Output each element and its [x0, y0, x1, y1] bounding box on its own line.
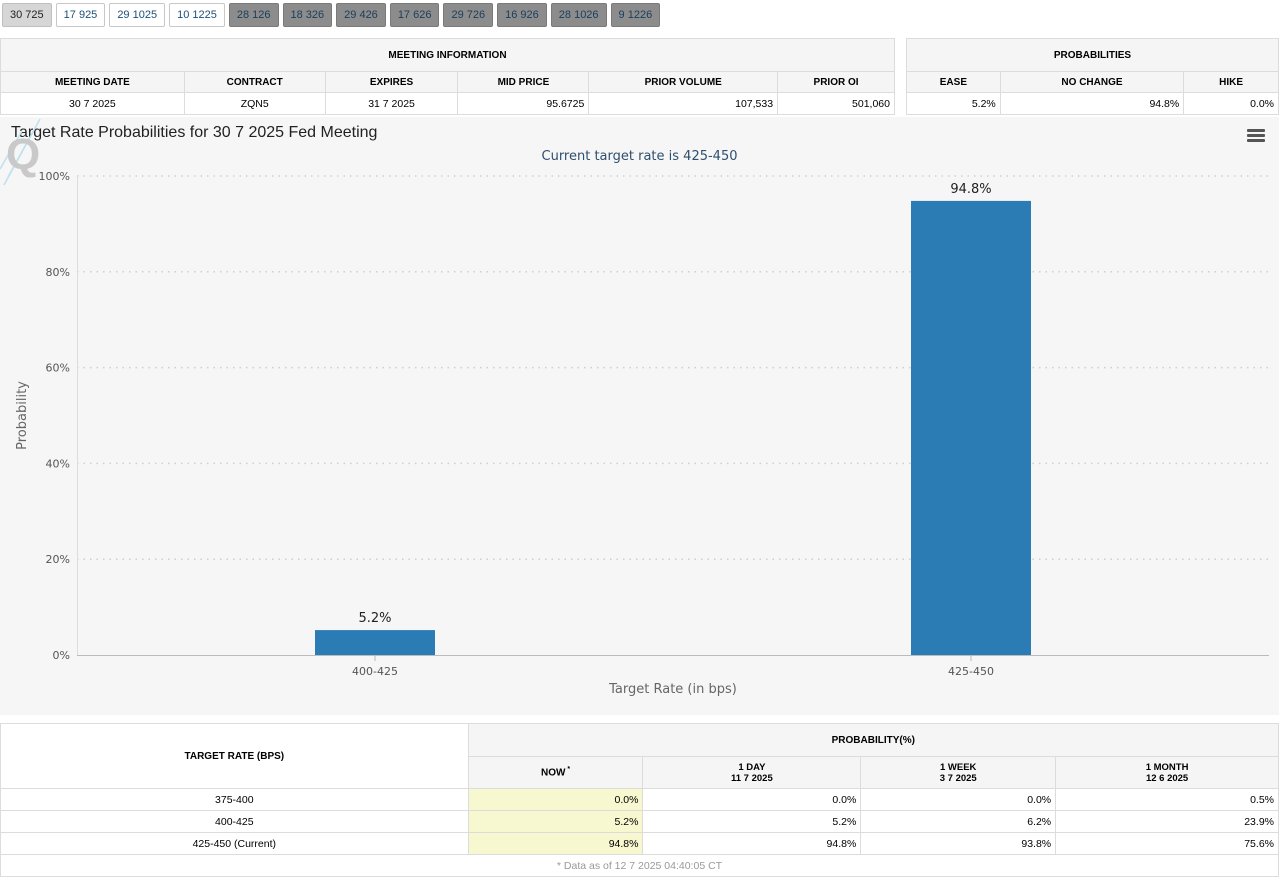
col-ease: EASE	[906, 71, 1001, 93]
chart-plot-area: 0% 20% 40% 60% 80% 100% 5.2% 400-425 94.8% 425-45…	[15, 170, 1269, 697]
col-prior-volume: PRIOR VOLUME	[588, 71, 779, 93]
meeting-date-tab[interactable]: 18 326	[282, 3, 333, 27]
meeting-date-tab[interactable]: 30 725	[2, 3, 52, 27]
col-no-change: NO CHANGE	[999, 71, 1185, 93]
table-row: 400-425 5.2% 5.2% 6.2% 23.9%	[0, 810, 1279, 833]
col-contract: CONTRACT	[183, 71, 326, 93]
x-axis-title: Target Rate (in bps)	[608, 682, 737, 697]
table-row: 375-400 0.0% 0.0% 0.0% 0.5%	[0, 788, 1279, 811]
x-tick-label: 425-450	[948, 665, 994, 678]
meeting-date-tabs: 30 725 17 925 29 1025 10 1225 28 126 18 326 29…	[2, 3, 661, 28]
probability-cell: 75.6%	[1055, 832, 1279, 855]
y-tick-label: 100%	[39, 170, 70, 183]
probability-cell: 0.0%	[860, 788, 1057, 811]
prior-oi-value: 501,060	[777, 92, 895, 115]
probability-cell: 5.2%	[642, 810, 862, 833]
col-1-week: 1 WEEK 3 7 2025	[860, 756, 1057, 789]
q-logo-watermark-icon: Q	[0, 118, 41, 186]
hike-value: 0.0%	[1183, 92, 1279, 115]
probabilities-table: PROBABILITIES EASE NO CHANGE HIKE 5.2% 9…	[906, 38, 1279, 115]
chart-subtitle: Current target rate is 425-450	[541, 149, 738, 164]
meeting-date-tab[interactable]: 17 626	[389, 3, 440, 27]
col-expires: EXPIRES	[324, 71, 459, 93]
col-prior-oi: PRIOR OI	[777, 71, 895, 93]
col-target-rate: TARGET RATE (BPS)	[0, 723, 469, 789]
meeting-information-table: MEETING INFORMATION MEETING DATE CONTRAC…	[0, 38, 895, 115]
y-tick-label: 0%	[53, 649, 70, 662]
probability-cell: 0.0%	[642, 788, 862, 811]
expires-value: 31 7 2025	[324, 92, 459, 115]
bar-data-label: 5.2%	[358, 611, 391, 626]
target-rate-chart: Target Rate Probabilities for 30 7 2025 …	[0, 117, 1279, 715]
meeting-date-tab[interactable]: 29 726	[443, 3, 494, 27]
no-change-value: 94.8%	[999, 92, 1185, 115]
target-rate-cell: 425-450 (Current)	[0, 832, 469, 855]
chart-menu-icon[interactable]	[1247, 129, 1265, 143]
y-tick-label: 20%	[46, 553, 70, 566]
meeting-date-value: 30 7 2025	[0, 92, 185, 115]
target-rate-probability-table: TARGET RATE (BPS) PROBABILITY(%) NOW * 1…	[0, 723, 1280, 877]
y-tick-label: 40%	[46, 457, 70, 470]
probability-cell: 94.8%	[642, 832, 862, 855]
col-probability: PROBABILITY(%)	[467, 723, 1280, 757]
meeting-date-tab[interactable]: 16 926	[497, 3, 547, 27]
x-tick-label: 400-425	[352, 665, 398, 678]
mid-price-value: 95.6725	[457, 92, 590, 115]
bar-data-label: 94.8%	[950, 182, 991, 197]
probability-cell: 93.8%	[860, 832, 1057, 855]
probability-cell: 5.2%	[467, 810, 644, 833]
bar	[911, 200, 1031, 655]
prior-volume-value: 107,533	[588, 92, 779, 115]
probability-cell: 0.5%	[1055, 788, 1279, 811]
meeting-date-tab[interactable]: 17 925	[55, 3, 106, 27]
table-row: 425-450 (Current) 94.8% 94.8% 93.8% 75.6%	[0, 832, 1279, 855]
col-1-day: 1 DAY 11 7 2025	[642, 756, 862, 789]
contract-value: ZQN5	[183, 92, 326, 115]
meeting-date-tab[interactable]: 29 426	[336, 3, 386, 27]
target-rate-cell: 400-425	[0, 810, 469, 833]
chart-title: Target Rate Probabilities for 30 7 2025 …	[11, 124, 378, 141]
col-mid-price: MID PRICE	[457, 71, 590, 93]
meeting-info-title: MEETING INFORMATION	[0, 38, 895, 72]
meeting-date-tab[interactable]: 29 1025	[109, 3, 166, 27]
ease-value: 5.2%	[906, 92, 1001, 115]
meeting-date-tab[interactable]: 28 1026	[550, 3, 607, 27]
probability-cell: 0.0%	[467, 788, 644, 811]
col-now: NOW *	[467, 756, 644, 789]
col-1-month: 1 MONTH 12 6 2025	[1055, 756, 1279, 789]
y-tick-label: 60%	[46, 362, 70, 375]
meeting-date-tab[interactable]: 10 1225	[169, 3, 225, 27]
probability-cell: 94.8%	[467, 832, 644, 855]
y-tick-label: 80%	[46, 266, 70, 279]
svg-text:Q: Q	[6, 130, 40, 179]
bar	[315, 630, 435, 655]
probabilities-title: PROBABILITIES	[906, 38, 1279, 72]
meeting-date-tab[interactable]: 9 1226	[610, 3, 661, 27]
meeting-date-tab[interactable]: 28 126	[228, 3, 279, 27]
y-axis-title: Probability	[15, 381, 30, 450]
probability-cell: 6.2%	[860, 810, 1057, 833]
probability-cell: 23.9%	[1055, 810, 1279, 833]
col-hike: HIKE	[1183, 71, 1279, 93]
col-meeting-date: MEETING DATE	[0, 71, 185, 93]
data-as-of-note: * Data as of 12 7 2025 04:40:05 CT	[0, 854, 1279, 877]
target-rate-cell: 375-400	[0, 788, 469, 811]
